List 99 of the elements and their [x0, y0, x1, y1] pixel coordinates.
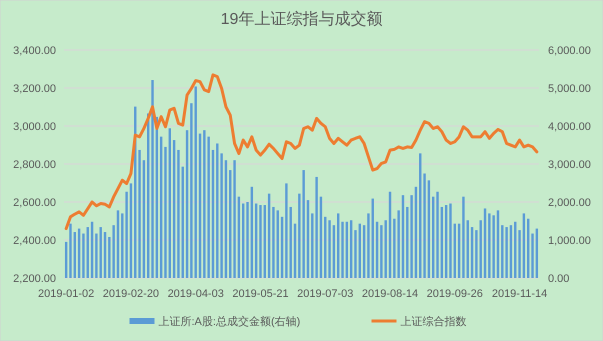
y2-tick-label: 3,000.00	[548, 159, 591, 171]
bar	[324, 216, 326, 278]
chart-title: 19年上证综指与成交额	[220, 10, 382, 28]
y2-tick-label: 5,000.00	[548, 83, 591, 95]
bar	[384, 220, 387, 278]
bar	[250, 186, 254, 278]
bar	[440, 206, 444, 278]
bar	[462, 196, 465, 278]
bar	[432, 196, 434, 278]
bar	[372, 198, 374, 278]
bar	[242, 204, 244, 278]
x-tick-label: 2019-07-03	[297, 288, 354, 300]
y2-tick-label: 2,000.00	[548, 197, 591, 209]
y2-tick-label: 4,000.00	[548, 121, 591, 133]
bar	[444, 205, 448, 278]
x-tick-label: 2019-02-20	[102, 288, 160, 300]
y-tick-label: 3,000.00	[13, 121, 56, 133]
bar	[346, 222, 348, 278]
bar	[285, 183, 288, 278]
bar	[86, 227, 89, 278]
bar	[311, 213, 314, 278]
bar	[233, 160, 236, 278]
bar	[479, 220, 482, 278]
bar	[289, 206, 292, 278]
bar	[397, 210, 400, 278]
bar	[146, 113, 150, 278]
bar	[190, 103, 193, 278]
bar	[414, 186, 418, 278]
bar	[172, 140, 176, 278]
bar	[78, 228, 80, 278]
bar	[264, 205, 266, 278]
bar	[138, 150, 141, 278]
bar	[501, 225, 504, 278]
bar	[121, 213, 124, 278]
bar	[454, 224, 456, 278]
bar	[505, 227, 508, 278]
bar	[302, 170, 305, 278]
y-tick-label: 2,800.00	[13, 159, 56, 171]
bar	[536, 228, 538, 278]
bar	[526, 218, 530, 278]
bar	[376, 222, 378, 278]
bar	[298, 194, 301, 278]
bar	[522, 213, 526, 278]
bar	[182, 166, 184, 278]
bar	[130, 183, 132, 278]
bar	[90, 222, 94, 278]
bar	[419, 153, 422, 278]
x-tick-label: 2019-08-14	[362, 288, 418, 300]
bar	[393, 218, 396, 278]
bar	[156, 116, 158, 278]
bar	[74, 232, 76, 278]
bar	[336, 213, 340, 278]
bar	[488, 213, 491, 278]
legend-label: 上证综合指数	[400, 315, 466, 328]
bar	[194, 86, 197, 278]
line-series	[64, 73, 538, 230]
bar	[134, 106, 136, 278]
bar	[112, 225, 115, 278]
x-tick-label: 2019-11-14	[492, 288, 548, 300]
y2-tick-label: 6,000.00	[548, 45, 591, 57]
bar	[216, 143, 219, 278]
bar	[358, 224, 362, 278]
bar	[466, 220, 469, 278]
bar	[423, 174, 426, 278]
y2-tick-label: 1,000.00	[548, 235, 591, 247]
bar	[108, 236, 111, 278]
y-tick-label: 2,600.00	[13, 197, 56, 209]
bar	[492, 215, 495, 278]
legend-label: 上证所:A股:总成交金额(右轴)	[158, 315, 300, 328]
bar	[254, 204, 258, 278]
bar	[470, 227, 474, 278]
x-tick-label: 2019-01-02	[38, 288, 94, 300]
bar	[475, 230, 478, 278]
bar	[328, 220, 331, 278]
bar	[64, 242, 68, 278]
bar	[406, 206, 409, 278]
y-tick-label: 3,400.00	[13, 45, 56, 57]
bar	[514, 222, 516, 278]
bar	[168, 128, 172, 278]
bar	[380, 225, 383, 278]
bar	[367, 213, 370, 278]
bar	[276, 210, 279, 278]
bar	[99, 227, 102, 278]
x-tick-label: 2019-04-03	[168, 288, 224, 300]
y-tick-label: 3,200.00	[13, 83, 56, 95]
bar	[350, 220, 352, 278]
bar	[510, 225, 512, 278]
bar	[220, 153, 223, 278]
x-tick-label: 2019-09-26	[426, 288, 483, 300]
y2-tick-label: 0.00	[548, 273, 570, 285]
bar	[203, 130, 206, 278]
bar	[268, 194, 270, 278]
bar	[160, 136, 162, 278]
bar	[229, 170, 232, 278]
y-tick-label: 2,200.00	[13, 273, 56, 285]
bar	[315, 176, 318, 278]
x-tick-label: 2019-05-21	[232, 288, 289, 300]
bar	[207, 136, 210, 278]
y-tick-label: 2,400.00	[13, 235, 56, 247]
